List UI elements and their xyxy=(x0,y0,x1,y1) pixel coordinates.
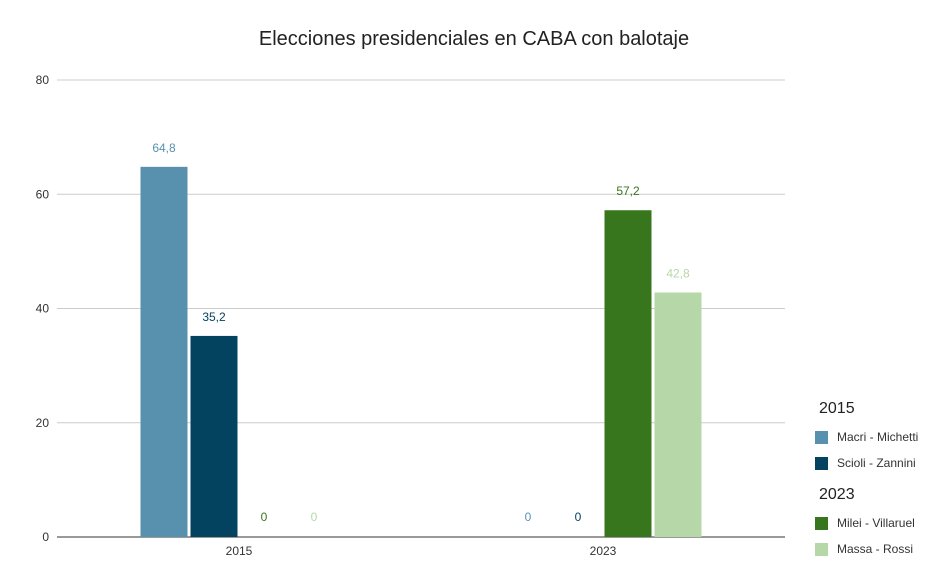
legend-swatch xyxy=(815,542,828,556)
data-label: 0 xyxy=(311,510,318,524)
chart-title: Elecciones presidenciales en CABA con ba… xyxy=(258,28,690,50)
legend-item: Massa - Rossi xyxy=(815,536,945,562)
x-tick-label: 2023 xyxy=(590,544,617,558)
data-label: 57,2 xyxy=(616,184,640,198)
legend-group-title: 2023 xyxy=(819,486,855,503)
chart-legend: 2015 Macri - Michetti Scioli - Zannini 2023… xyxy=(815,398,945,572)
legend-label: Macri - Michetti xyxy=(837,430,919,444)
y-tick-label: 20 xyxy=(36,416,50,430)
legend-swatch xyxy=(815,430,828,444)
legend-item: Scioli - Zannini xyxy=(815,450,945,476)
data-label: 0 xyxy=(261,510,268,524)
y-tick-label: 60 xyxy=(36,187,50,201)
bar xyxy=(140,166,188,537)
legend-group: 2023 Milei - Villaruel Massa - Rossi xyxy=(815,486,945,562)
legend-label: Scioli - Zannini xyxy=(837,456,916,470)
legend-group-title: 2015 xyxy=(819,400,855,417)
legend-label: Milei - Villaruel xyxy=(837,516,915,530)
data-label: 0 xyxy=(575,510,582,524)
bar xyxy=(604,210,652,537)
legend-item: Macri - Michetti xyxy=(815,424,945,450)
legend-label: Massa - Rossi xyxy=(837,542,914,556)
legend-swatch xyxy=(815,456,828,470)
legend-swatch xyxy=(815,516,828,530)
data-label: 64,8 xyxy=(152,141,176,155)
data-label: 0 xyxy=(525,510,532,524)
y-tick-label: 80 xyxy=(36,73,50,87)
data-label: 35,2 xyxy=(202,310,226,324)
y-tick-label: 40 xyxy=(36,302,50,316)
x-tick-label: 2015 xyxy=(226,544,253,558)
y-tick-label: 0 xyxy=(42,530,49,544)
legend-group: 2015 Macri - Michetti Scioli - Zannini xyxy=(815,400,945,476)
bar xyxy=(654,292,702,537)
legend-item: Milei - Villaruel xyxy=(815,510,945,536)
bar xyxy=(190,335,238,537)
data-label: 42,8 xyxy=(666,267,690,281)
